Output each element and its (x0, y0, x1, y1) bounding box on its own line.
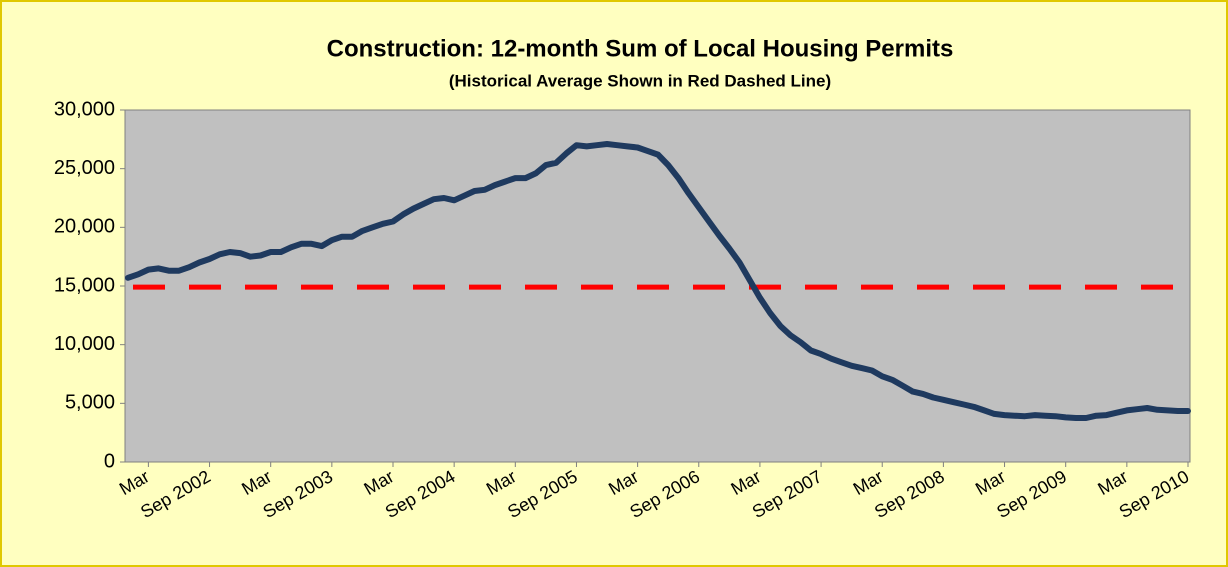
y-tick-label: 10,000 (54, 333, 115, 355)
series-line (125, 141, 1191, 421)
y-tick-label: 30,000 (54, 98, 115, 120)
chart-title: Construction: 12-month Sum of Local Hous… (327, 35, 954, 62)
y-tick-label: 20,000 (54, 216, 115, 238)
y-tick-label: 0 (104, 450, 115, 472)
chart-subtitle: (Historical Average Shown in Red Dashed … (449, 71, 831, 90)
y-tick-label: 15,000 (54, 274, 115, 296)
y-tick-label: 25,000 (54, 157, 115, 179)
y-tick-label: 5,000 (65, 392, 115, 414)
